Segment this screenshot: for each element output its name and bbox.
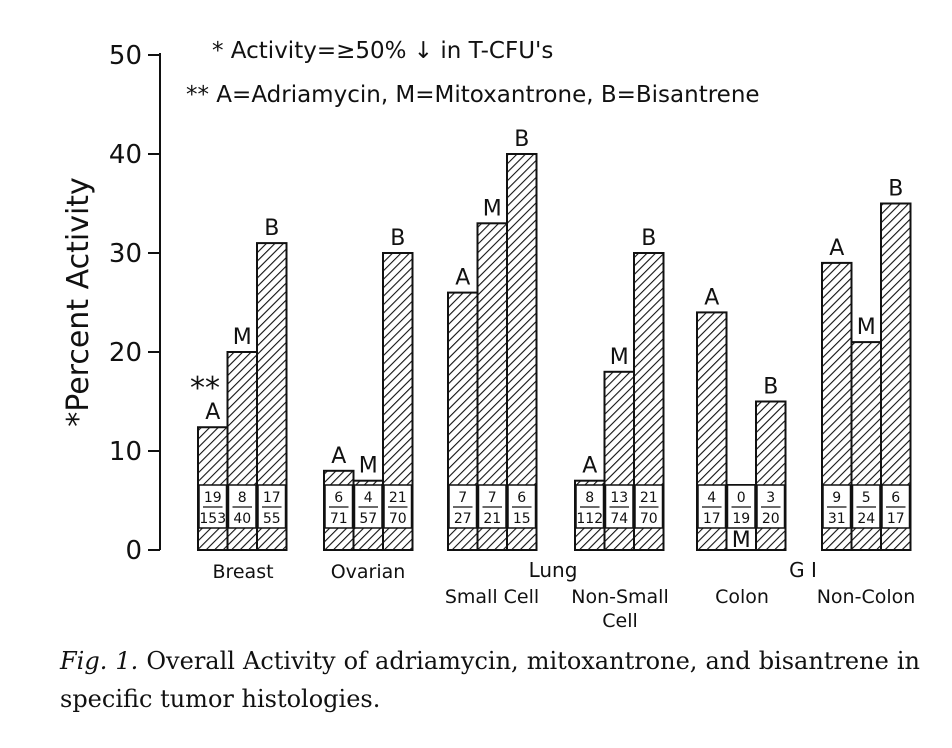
fraction-denominator: 55 bbox=[263, 511, 281, 527]
fraction-denominator: 70 bbox=[389, 511, 407, 527]
fraction-denominator: 153 bbox=[199, 511, 226, 527]
fraction-denominator: 19 bbox=[732, 511, 750, 527]
note-drug-key: ** A=Adriamycin, M=Mitoxantrone, B=Bisan… bbox=[186, 82, 760, 108]
category-label: Ovarian bbox=[331, 561, 406, 583]
fraction-numerator: 4 bbox=[364, 490, 373, 506]
fraction-denominator: 57 bbox=[359, 511, 377, 527]
fraction-numerator: 5 bbox=[862, 490, 871, 506]
drug-letter: A bbox=[331, 444, 346, 469]
drug-letter: B bbox=[264, 216, 279, 241]
fraction-numerator: 21 bbox=[640, 490, 658, 506]
fraction-denominator: 40 bbox=[233, 511, 251, 527]
labels: 19153A840M1755B671A457M2170B727A721M615B… bbox=[190, 127, 915, 632]
fraction-denominator: 70 bbox=[640, 511, 658, 527]
fraction-numerator: 4 bbox=[707, 490, 716, 506]
fraction-numerator: 6 bbox=[334, 490, 343, 506]
category-header-gi: G I bbox=[789, 558, 817, 582]
y-tick-label: 0 bbox=[125, 536, 142, 566]
fraction-numerator: 6 bbox=[517, 490, 526, 506]
figure-number: Fig. 1. bbox=[60, 647, 139, 675]
drug-letter: B bbox=[514, 127, 529, 152]
category-label: Non-Small bbox=[571, 586, 669, 608]
fraction-numerator: 17 bbox=[263, 490, 281, 506]
category-label: Colon bbox=[715, 586, 769, 608]
figure-caption: Fig. 1. Overall Activity of adriamycin, … bbox=[60, 642, 920, 718]
caption-text: Overall Activity of adriamycin, mitoxant… bbox=[60, 647, 920, 713]
drug-letter: A bbox=[829, 236, 844, 261]
drug-letter: B bbox=[390, 226, 405, 251]
fraction-numerator: 8 bbox=[238, 490, 247, 506]
legend-notes: * Activity=≥50% ↓ in T-CFU's ** A=Adriamy… bbox=[186, 38, 760, 108]
note-activity-definition: * Activity=≥50% ↓ in T-CFU's bbox=[212, 38, 553, 64]
drug-letter: M bbox=[359, 454, 378, 479]
fraction-numerator: 7 bbox=[488, 490, 497, 506]
fraction-numerator: 7 bbox=[458, 490, 467, 506]
fraction-denominator: 31 bbox=[828, 511, 846, 527]
annotation-marker: ** bbox=[190, 371, 220, 406]
fraction-numerator: 3 bbox=[766, 490, 775, 506]
fraction-numerator: 21 bbox=[389, 490, 407, 506]
fraction-denominator: 15 bbox=[513, 511, 531, 527]
fraction-denominator: 17 bbox=[887, 511, 905, 527]
drug-letter: M bbox=[610, 345, 629, 370]
category-header-lung: Lung bbox=[529, 558, 578, 582]
drug-letter: A bbox=[582, 454, 597, 479]
fraction-numerator: 6 bbox=[891, 490, 900, 506]
drug-letter: M bbox=[857, 315, 876, 340]
drug-letter: A bbox=[455, 266, 470, 291]
bars bbox=[197, 153, 912, 552]
drug-letter: M bbox=[732, 528, 751, 553]
drug-letter: M bbox=[483, 196, 502, 221]
y-tick-label: 30 bbox=[109, 239, 142, 269]
fraction-denominator: 74 bbox=[610, 511, 628, 527]
y-axis-label: *Percent Activity bbox=[61, 177, 96, 427]
fraction-numerator: 0 bbox=[737, 490, 746, 506]
bar bbox=[506, 153, 538, 551]
y-tick-label: 50 bbox=[109, 41, 142, 71]
y-tick-label: 10 bbox=[109, 437, 142, 467]
fraction-denominator: 27 bbox=[454, 511, 472, 527]
fraction-denominator: 17 bbox=[703, 511, 721, 527]
fraction-denominator: 21 bbox=[483, 511, 501, 527]
fraction-denominator: 71 bbox=[330, 511, 348, 527]
y-tick-label: 20 bbox=[109, 338, 142, 368]
category-sublabel: Cell bbox=[602, 610, 638, 632]
drug-letter: B bbox=[641, 226, 656, 251]
drug-letter: B bbox=[763, 375, 778, 400]
fraction-denominator: 20 bbox=[762, 511, 780, 527]
fraction-numerator: 19 bbox=[204, 490, 222, 506]
drug-letter: A bbox=[704, 285, 719, 310]
category-label: Non-Colon bbox=[817, 586, 916, 608]
fraction-numerator: 8 bbox=[585, 490, 594, 506]
fraction-numerator: 9 bbox=[832, 490, 841, 506]
fraction-denominator: 112 bbox=[576, 511, 603, 527]
fraction-numerator: 13 bbox=[610, 490, 628, 506]
category-label: Small Cell bbox=[445, 586, 539, 608]
category-label: Breast bbox=[212, 561, 273, 583]
y-tick-label: 40 bbox=[109, 140, 142, 170]
fraction-denominator: 24 bbox=[857, 511, 875, 527]
y-axis: 0 10 20 30 40 50 *Percent Activity bbox=[61, 41, 161, 566]
drug-letter: B bbox=[888, 177, 903, 202]
drug-letter: M bbox=[233, 325, 252, 350]
drug-letter: A bbox=[205, 400, 220, 425]
